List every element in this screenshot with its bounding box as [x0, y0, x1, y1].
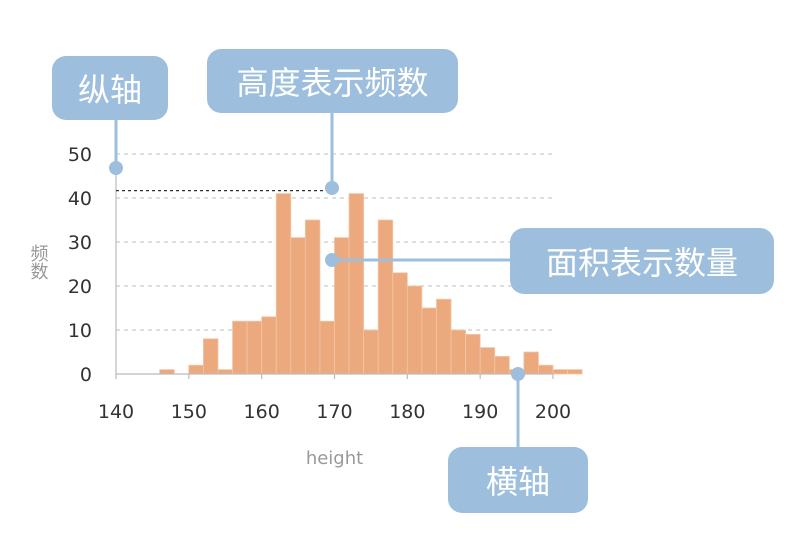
bar-height-callout: 高度表示频数 — [207, 49, 458, 113]
bar-180-182 — [406, 285, 423, 375]
callout-connectors — [109, 113, 525, 447]
bar-158-160 — [246, 320, 263, 375]
bar-area-callout: 面积表示数量 — [510, 228, 774, 294]
y-tick-label-50: 50 — [68, 144, 92, 166]
x-tick-label-190: 190 — [462, 401, 498, 423]
bar-164-166 — [290, 237, 306, 375]
x-axis-callout-text: 横轴 — [485, 463, 550, 501]
x-tick-label-150: 150 — [171, 401, 207, 423]
bar-190-192 — [479, 347, 496, 375]
x-tick-label-140: 140 — [98, 401, 134, 423]
x-tick-label-170: 170 — [316, 401, 352, 423]
bar-184-186 — [436, 298, 452, 375]
y-axis-callout: 纵轴 — [52, 56, 168, 120]
y-tick-label-0: 0 — [80, 364, 92, 386]
bar-152-154 — [202, 338, 219, 375]
y-axis-callout-text: 纵轴 — [77, 71, 142, 109]
bar-200-202 — [552, 369, 568, 375]
bar-area-callout-text: 面积表示数量 — [545, 244, 738, 282]
bar-192-194 — [494, 355, 510, 375]
histogram-bars — [159, 193, 583, 375]
bar-174-176 — [363, 329, 379, 375]
bar-182-184 — [421, 307, 437, 375]
bar-height-callout-text: 高度表示频数 — [236, 64, 429, 102]
bar-146-148 — [159, 369, 175, 375]
y-axis-title: 频数 — [28, 244, 49, 280]
bar-150-152 — [188, 364, 204, 375]
bar-196-198 — [523, 351, 539, 375]
bar-188-190 — [465, 333, 481, 375]
bar-162-164 — [275, 193, 292, 375]
x-axis-title: height — [306, 448, 363, 469]
bar-156-158 — [232, 320, 248, 375]
bar-height-connector-dot — [325, 181, 339, 195]
y-tick-label-30: 30 — [68, 232, 92, 254]
y-axis-connector-dot — [109, 161, 123, 175]
x-tick-label-180: 180 — [389, 401, 425, 423]
bar-172-174 — [348, 193, 365, 375]
x-axis-connector-dot — [511, 367, 525, 381]
bar-186-188 — [450, 329, 466, 375]
bar-area-connector-dot — [325, 253, 339, 267]
bar-166-168 — [304, 219, 321, 375]
bar-198-200 — [538, 364, 554, 375]
bar-168-170 — [319, 320, 335, 375]
x-tick-label-160: 160 — [244, 401, 280, 423]
x-tick-label-200: 200 — [535, 401, 571, 423]
bar-154-156 — [217, 369, 233, 375]
bar-202-204 — [567, 369, 583, 375]
bar-178-180 — [392, 272, 408, 375]
bar-176-178 — [377, 219, 394, 375]
y-tick-label-40: 40 — [68, 188, 92, 210]
tick-labels: 140 150 160 170 180 190 200 0 10 20 30 40 50 height 频数 — [28, 144, 572, 469]
y-tick-label-20: 20 — [68, 276, 92, 298]
axes — [115, 150, 554, 379]
x-axis-callout: 横轴 — [448, 447, 588, 513]
y-tick-label-10: 10 — [68, 320, 92, 342]
bar-160-162 — [261, 316, 277, 375]
